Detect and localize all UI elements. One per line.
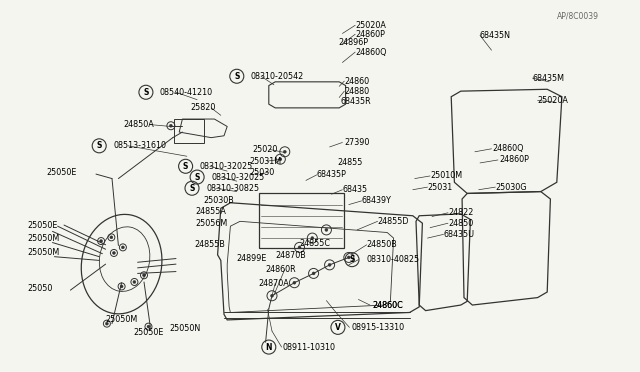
Text: 25020A: 25020A [538, 96, 568, 105]
Text: 25050M: 25050M [27, 234, 59, 243]
Text: N: N [266, 343, 272, 352]
Text: AP/8C0039: AP/8C0039 [557, 11, 599, 20]
Text: S: S [143, 88, 148, 97]
Text: 24855B: 24855B [194, 240, 225, 249]
Circle shape [279, 158, 282, 161]
Text: 24860Q: 24860Q [493, 144, 524, 153]
Circle shape [312, 272, 315, 275]
Circle shape [348, 256, 350, 259]
Circle shape [293, 281, 296, 284]
Text: 08911-10310: 08911-10310 [283, 343, 336, 352]
Circle shape [133, 280, 136, 283]
Text: 25020A: 25020A [355, 21, 386, 30]
Text: 24855C: 24855C [300, 239, 330, 248]
Circle shape [143, 274, 145, 277]
Text: S: S [195, 173, 200, 182]
Text: 25050N: 25050N [170, 324, 201, 333]
Text: 25050E: 25050E [27, 221, 57, 230]
Text: 24870A: 24870A [258, 279, 289, 288]
Text: 68435N: 68435N [480, 31, 511, 40]
Text: 68435R: 68435R [340, 97, 371, 106]
Circle shape [110, 236, 113, 239]
Circle shape [325, 228, 328, 231]
Text: 25050M: 25050M [106, 315, 138, 324]
Text: 24899E: 24899E [237, 254, 267, 263]
Circle shape [271, 294, 273, 297]
Text: 24860P: 24860P [499, 155, 529, 164]
Text: 08540-41210: 08540-41210 [160, 88, 213, 97]
Text: 08310-20542: 08310-20542 [251, 72, 304, 81]
Bar [174, 119, 204, 143]
Text: 25050: 25050 [27, 284, 52, 293]
Text: 25050E: 25050E [133, 328, 163, 337]
Text: 68435P: 68435P [317, 170, 347, 179]
Circle shape [328, 263, 331, 266]
Text: 24896P: 24896P [338, 38, 368, 47]
Circle shape [311, 237, 314, 240]
Text: 24860C: 24860C [372, 301, 403, 310]
Circle shape [284, 150, 286, 153]
Text: 25020: 25020 [253, 145, 278, 154]
Text: 27390: 27390 [344, 138, 370, 147]
Text: V: V [335, 323, 341, 332]
Text: S: S [349, 255, 355, 264]
Text: 24860P: 24860P [355, 30, 385, 39]
Text: 25030B: 25030B [204, 196, 234, 205]
Text: 08310-40825: 08310-40825 [366, 255, 419, 264]
Text: 08310-30825: 08310-30825 [206, 184, 259, 193]
Text: 24850A: 24850A [123, 120, 154, 129]
Text: 68439Y: 68439Y [362, 196, 392, 205]
Circle shape [106, 322, 108, 325]
Text: 25031: 25031 [428, 183, 452, 192]
Text: 24855A: 24855A [195, 207, 226, 216]
Text: 25820: 25820 [191, 103, 216, 112]
Circle shape [170, 124, 172, 127]
Text: 08310-32025: 08310-32025 [211, 173, 264, 182]
Text: 24855: 24855 [337, 158, 363, 167]
Circle shape [113, 251, 115, 254]
Text: 24860Q: 24860Q [355, 48, 387, 57]
Text: 25031M: 25031M [250, 157, 282, 166]
Text: 08915-13310: 08915-13310 [352, 323, 405, 332]
Text: S: S [189, 184, 195, 193]
Text: 68435: 68435 [342, 185, 367, 194]
Text: 24860R: 24860R [266, 265, 296, 274]
Circle shape [100, 240, 102, 243]
Circle shape [298, 246, 301, 249]
Text: 24850B: 24850B [366, 240, 397, 249]
Text: 25050E: 25050E [47, 169, 77, 177]
Circle shape [122, 246, 124, 249]
Text: 25010M: 25010M [430, 171, 462, 180]
Text: 24860: 24860 [344, 77, 369, 86]
Text: 25056M: 25056M [195, 219, 227, 228]
Bar [259, 193, 344, 248]
Text: 08513-31610: 08513-31610 [113, 141, 166, 150]
Text: 25030G: 25030G [495, 183, 527, 192]
Circle shape [147, 325, 150, 328]
Text: S: S [234, 72, 239, 81]
Text: 24850: 24850 [448, 219, 473, 228]
Text: 24880: 24880 [344, 87, 369, 96]
Text: 24855D: 24855D [378, 217, 409, 226]
Text: S: S [183, 162, 188, 171]
Text: S: S [97, 141, 102, 150]
Text: 68435U: 68435U [444, 230, 475, 239]
Text: 25050M: 25050M [27, 248, 59, 257]
Text: 25030: 25030 [250, 168, 275, 177]
Text: 24822: 24822 [448, 208, 474, 217]
Text: 08310-32025: 08310-32025 [200, 162, 253, 171]
Text: 24870B: 24870B [275, 251, 306, 260]
Circle shape [120, 285, 123, 288]
Text: 24860C: 24860C [372, 301, 403, 310]
Text: 68435M: 68435M [532, 74, 564, 83]
